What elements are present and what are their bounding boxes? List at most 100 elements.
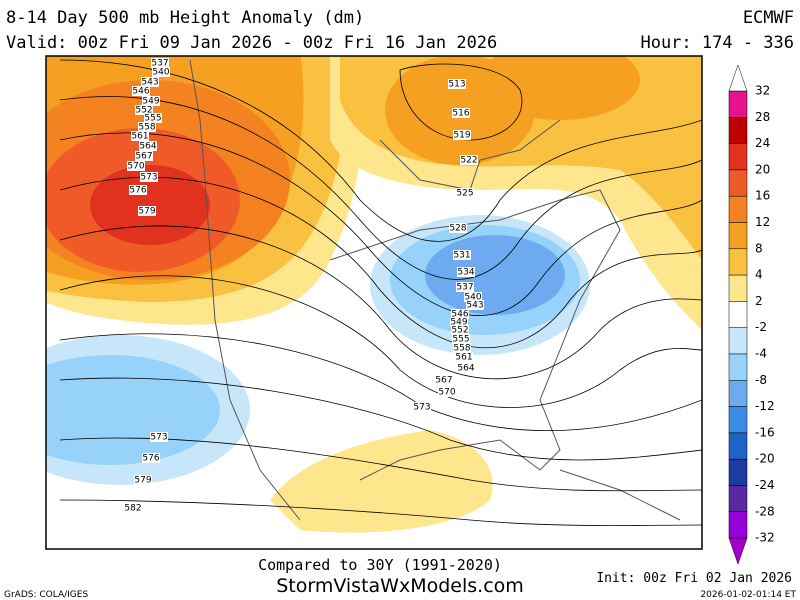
contour-label-bg: [144, 113, 162, 123]
contour-label-bg: [438, 387, 456, 397]
contour-label: 558: [453, 344, 470, 354]
contour-label-bg: [142, 96, 160, 106]
hour: Hour: 174 - 336: [640, 33, 794, 53]
contour-label-bg: [151, 58, 169, 68]
colorbar-band: [728, 117, 748, 144]
contour-label-bg: [450, 317, 468, 327]
colorbar-band: [728, 380, 748, 407]
contour-label: 525: [456, 189, 473, 199]
contour-label: 579: [138, 207, 155, 217]
contour-label-bg: [142, 453, 160, 463]
contour-label: 573: [140, 173, 157, 183]
contour-label-bg: [453, 130, 471, 140]
contour-label: 537: [151, 59, 168, 69]
contour-label-bg: [452, 334, 470, 344]
contour-label: 549: [450, 318, 467, 328]
contour-label-bg: [457, 267, 475, 277]
contour-label-bg: [456, 282, 474, 292]
contour-label-bg: [134, 475, 152, 485]
colorbar-label: -4: [755, 347, 767, 361]
contour-label: 567: [135, 152, 152, 162]
title: 8-14 Day 500 mb Height Anomaly (dm): [6, 8, 364, 28]
model: ECMWF: [743, 8, 794, 28]
contour-label-bg: [435, 375, 453, 385]
colorbar-over: [728, 64, 748, 92]
contour-label: 561: [131, 132, 148, 142]
contour-label-bg: [451, 325, 469, 335]
contour-label: 543: [466, 301, 483, 311]
contour-label: 582: [124, 504, 141, 514]
contour-label: 567: [435, 376, 452, 386]
colorbar-band: [728, 511, 748, 539]
contour-label: 543: [141, 78, 158, 88]
colorbar-band: [728, 195, 748, 223]
colorbar-label: -2: [755, 320, 767, 334]
contour-label-bg: [138, 206, 156, 216]
colorbar-band: [728, 90, 748, 118]
contour-label: 522: [460, 156, 477, 166]
contour-label: 513: [448, 80, 465, 90]
contour-label: 528: [449, 224, 466, 234]
colorbar-label: -20: [755, 452, 775, 466]
colorbar-band: [728, 432, 748, 460]
colorbar-band: [728, 353, 748, 381]
valid: Valid: 00z Fri 09 Jan 2026 - 00z Fri 16 …: [6, 33, 497, 53]
timestamp: 2026-01-02-01:14 ET: [700, 590, 796, 600]
contour-label-bg: [464, 292, 482, 302]
contour-label-bg: [453, 343, 471, 353]
contour-label-bg: [139, 141, 157, 151]
map: 5375405435465495525555585615645675705735…: [46, 56, 702, 549]
colorbar: 32 28 24 20 16 12 8 4 2 -2 -4 -8 -12 -16 -20 -24 -28 -32: [728, 64, 775, 565]
contour-label-bg: [451, 309, 469, 319]
contours: [59, 59, 702, 526]
contour-label: 531: [453, 251, 470, 261]
contour-label-bg: [413, 402, 431, 412]
contour-label-bg: [135, 151, 153, 161]
contour-label-bg: [129, 185, 147, 195]
contour-label-bg: [466, 300, 484, 310]
site: StormVistaWxModels.com: [276, 575, 524, 597]
colorbar-label: 8: [755, 241, 763, 255]
colorbar-band: [728, 222, 748, 250]
colorbar-label: 2: [755, 294, 763, 308]
colorbar-band: [728, 274, 748, 302]
contour-label-bg: [449, 223, 467, 233]
contour-label-bg: [453, 250, 471, 260]
contour-label: 552: [451, 326, 468, 336]
contour-label: 540: [152, 68, 169, 78]
colorbar-band: [728, 248, 748, 276]
colorbar-label: -8: [755, 373, 767, 387]
contour-label: 576: [142, 454, 159, 464]
contour-label: 564: [457, 364, 474, 374]
credit: GrADS: COLA/IGES: [4, 590, 88, 600]
contour-label-bg: [152, 67, 170, 77]
contour-label: 564: [139, 142, 156, 152]
contour-label-bg: [138, 122, 156, 132]
contour-label-bg: [452, 108, 470, 118]
contour-label-bg: [135, 105, 153, 115]
colorbar-under: [728, 537, 748, 565]
contour-label: 573: [413, 403, 430, 413]
colorbar-band: [728, 169, 748, 197]
contour-label: 546: [451, 310, 468, 320]
contour-label: 573: [150, 433, 167, 443]
contour-label-bg: [127, 161, 145, 171]
contour-label-bg: [141, 77, 159, 87]
map-frame: [45, 55, 703, 550]
contour-labels: 5375405435465495525555585615645675705735…: [124, 58, 484, 514]
contour-label-bg: [131, 131, 149, 141]
contour-label: 537: [456, 283, 473, 293]
contour-label-bg: [456, 188, 474, 198]
colorbar-label: 28: [755, 110, 770, 124]
contour-label: 579: [134, 476, 151, 486]
colorbar-label: -16: [755, 425, 775, 439]
colorbar-band: [728, 406, 748, 434]
contour-label: 576: [129, 186, 146, 196]
contour-label-bg: [460, 155, 478, 165]
contour-label: 534: [457, 268, 474, 278]
contour-label-bg: [124, 503, 142, 513]
contour-label: 519: [453, 131, 470, 141]
contour-label: 558: [138, 123, 155, 133]
colorbar-band: [728, 143, 748, 171]
